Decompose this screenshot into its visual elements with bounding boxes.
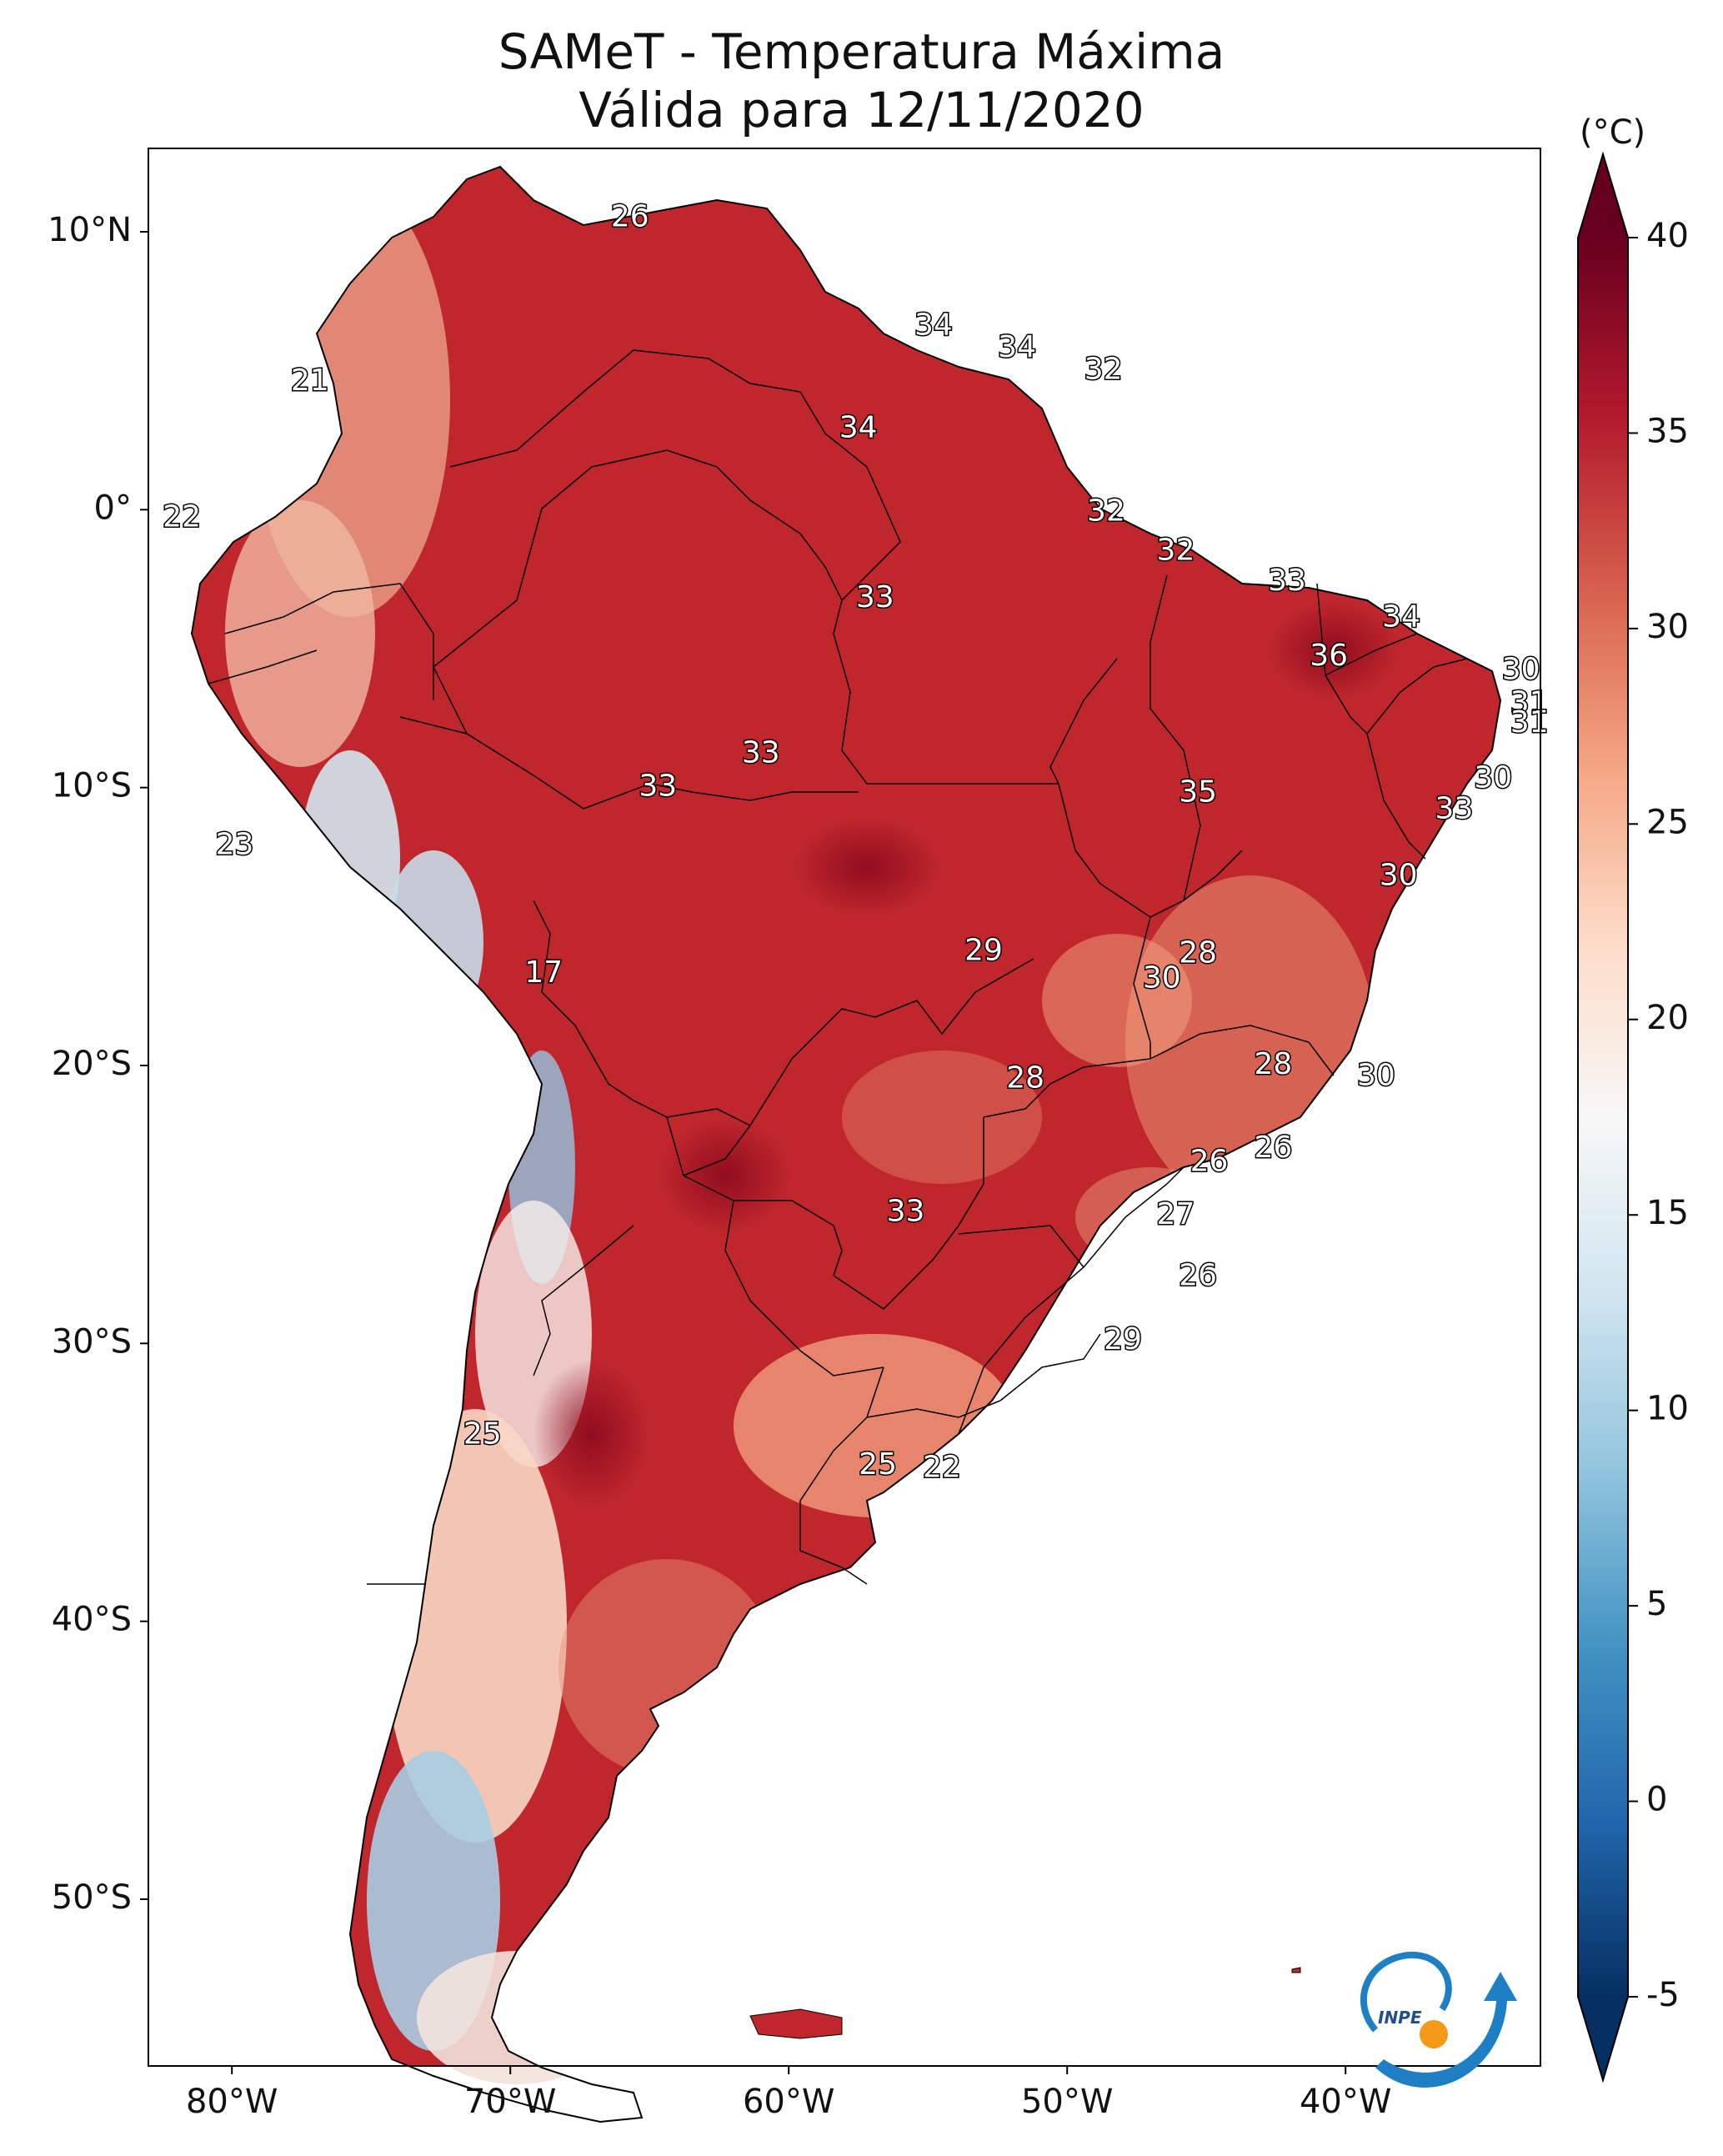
y-tick-label: 10°N — [48, 211, 132, 249]
temperature-label: 30 — [1380, 858, 1418, 892]
plot-frame — [148, 148, 1541, 2067]
temperature-label: 23 — [216, 828, 254, 862]
temperature-label: 22 — [163, 499, 201, 534]
temperature-label: 33 — [1435, 791, 1474, 825]
x-tick-label: 60°W — [743, 2083, 834, 2121]
temperature-label: 29 — [964, 933, 1003, 967]
colorbar-tick-label: 5 — [1646, 1585, 1667, 1623]
temperature-label: 26 — [1190, 1145, 1229, 1179]
map-title: SAMeT - Temperatura Máxima — [498, 23, 1225, 80]
temperature-label: 34 — [839, 411, 878, 445]
colorbar-min-extension — [1578, 1997, 1628, 2080]
temperature-label: 26 — [1179, 1258, 1217, 1292]
colorbar-tick-label: -5 — [1646, 1976, 1680, 2014]
country-borders — [208, 349, 1468, 1585]
colorbar-tick-label: 0 — [1646, 1781, 1667, 1819]
temperature-label: 30 — [1502, 653, 1540, 687]
colorbar-tick-label: 15 — [1646, 1194, 1689, 1232]
logo-orange-dot-icon — [1420, 2020, 1448, 2048]
logo-text: INPE — [1378, 2008, 1422, 2028]
temperature-label: 30 — [1357, 1058, 1395, 1092]
y-tick-label: 0° — [94, 489, 132, 527]
x-tick-label: 50°W — [1021, 2083, 1113, 2121]
temperature-label: 32 — [1157, 533, 1195, 567]
inpe-logo: INPE — [1360, 1951, 1517, 2088]
colorbar-unit: (°C) — [1580, 113, 1645, 152]
temperature-label: 25 — [463, 1416, 502, 1451]
x-axis: 80°W 70°W 60°W 50°W 40°W — [186, 2066, 1391, 2121]
map-subtitle: Válida para 12/11/2020 — [579, 82, 1144, 138]
coastline — [190, 165, 1502, 2123]
temperature-label: 32 — [1087, 494, 1125, 529]
temperature-label: 31 — [1510, 686, 1549, 720]
logo-arrow-icon — [1375, 1972, 1517, 2088]
colorbar-tick-label: 30 — [1646, 608, 1689, 646]
temperature-label: 30 — [1143, 961, 1181, 995]
temperature-label: 26 — [611, 199, 649, 233]
temperature-label: 34 — [914, 308, 953, 342]
temperature-label: 26 — [1254, 1131, 1292, 1165]
x-tick-label: 40°W — [1300, 2083, 1391, 2121]
colorbar-tick-label: 40 — [1646, 217, 1689, 255]
temperature-label: 34 — [1382, 599, 1420, 634]
x-tick-label: 80°W — [186, 2083, 278, 2121]
temperature-label: 35 — [1179, 775, 1217, 809]
x-tick-label: 70°W — [464, 2083, 556, 2121]
temperature-label: 29 — [1104, 1322, 1142, 1356]
temperature-label: 28 — [1179, 936, 1217, 970]
colorbar-tick-label: 20 — [1646, 999, 1689, 1037]
temperature-label: 17 — [524, 955, 563, 990]
temperature-label: 33 — [1268, 564, 1306, 598]
logo-swirl-icon — [1360, 1951, 1452, 2033]
colorbar-tick-label: 10 — [1646, 1390, 1689, 1428]
y-tick-label: 20°S — [52, 1045, 132, 1083]
y-tick-label: 40°S — [52, 1601, 132, 1639]
colorbar-ramp — [1578, 238, 1628, 1997]
temperature-label: 32 — [1084, 353, 1123, 387]
temperature-label: 33 — [639, 770, 677, 804]
temperature-label: 31 — [1510, 705, 1549, 740]
colorbar: (°C) 40 35 30 25 20 15 10 5 0 -5 — [1577, 113, 1689, 2083]
colorbar-max-extension — [1578, 154, 1628, 238]
temperature-label: 34 — [998, 330, 1036, 364]
y-tick-label: 30°S — [52, 1322, 132, 1361]
temperature-label: 33 — [856, 580, 894, 614]
colorbar-tick-label: 25 — [1646, 803, 1689, 841]
temperature-label: 33 — [742, 736, 780, 770]
temperature-label: 36 — [1310, 639, 1348, 673]
y-tick-label: 10°S — [52, 767, 132, 805]
y-axis: 10°N 0° 10°S 20°S 30°S 40°S 50°S — [48, 211, 148, 1917]
colorbar-tick-label: 35 — [1646, 412, 1689, 450]
colorbar-ticks: 40 35 30 25 20 15 10 5 0 -5 — [1628, 217, 1689, 2014]
islands — [749, 1967, 1301, 2039]
temperature-label: 22 — [923, 1450, 961, 1484]
temperature-label: 30 — [1474, 761, 1512, 795]
temperature-label: 33 — [887, 1195, 925, 1229]
temperature-label: 21 — [291, 364, 329, 398]
temperature-label: 27 — [1157, 1197, 1195, 1231]
temperature-label: 28 — [1006, 1061, 1044, 1096]
temperature-label: 28 — [1254, 1047, 1292, 1081]
y-tick-label: 50°S — [52, 1878, 132, 1917]
temperature-label: 25 — [859, 1447, 897, 1482]
